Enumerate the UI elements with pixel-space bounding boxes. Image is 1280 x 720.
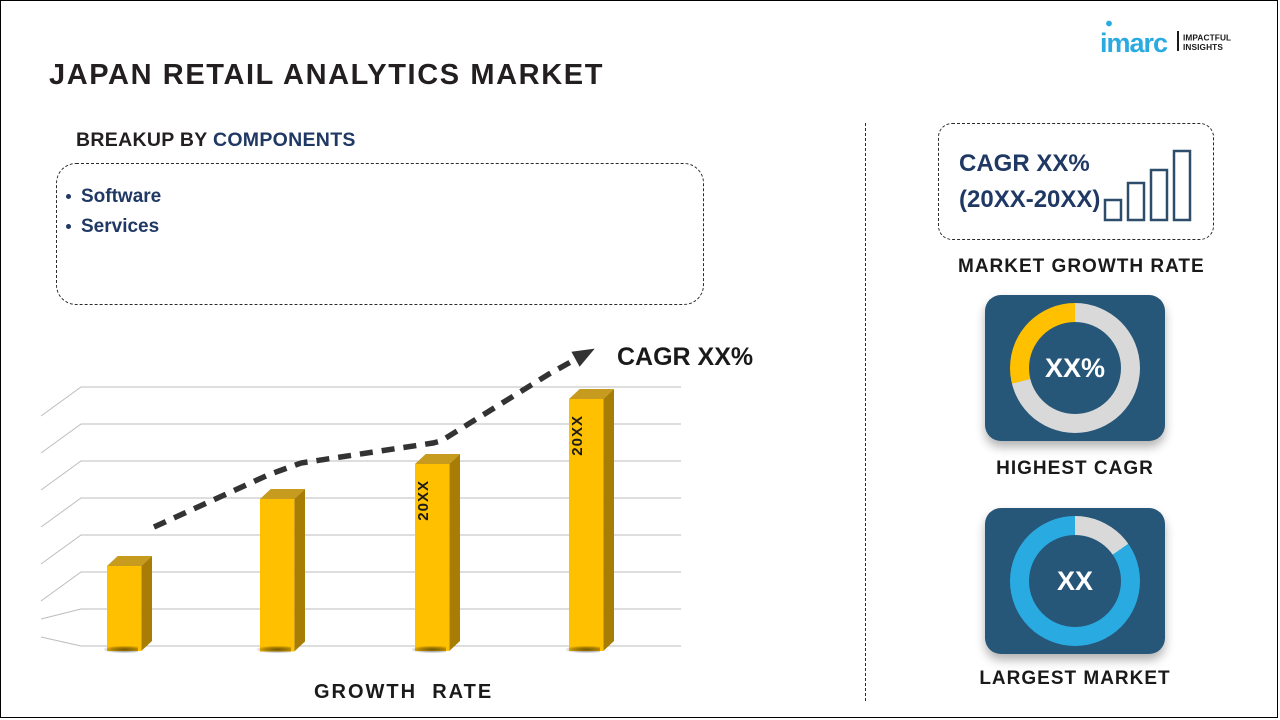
svg-text:imarc: imarc — [1100, 28, 1168, 58]
svg-text:INSIGHTS: INSIGHTS — [1183, 42, 1223, 52]
svg-text:IMPACTFUL: IMPACTFUL — [1183, 33, 1231, 43]
